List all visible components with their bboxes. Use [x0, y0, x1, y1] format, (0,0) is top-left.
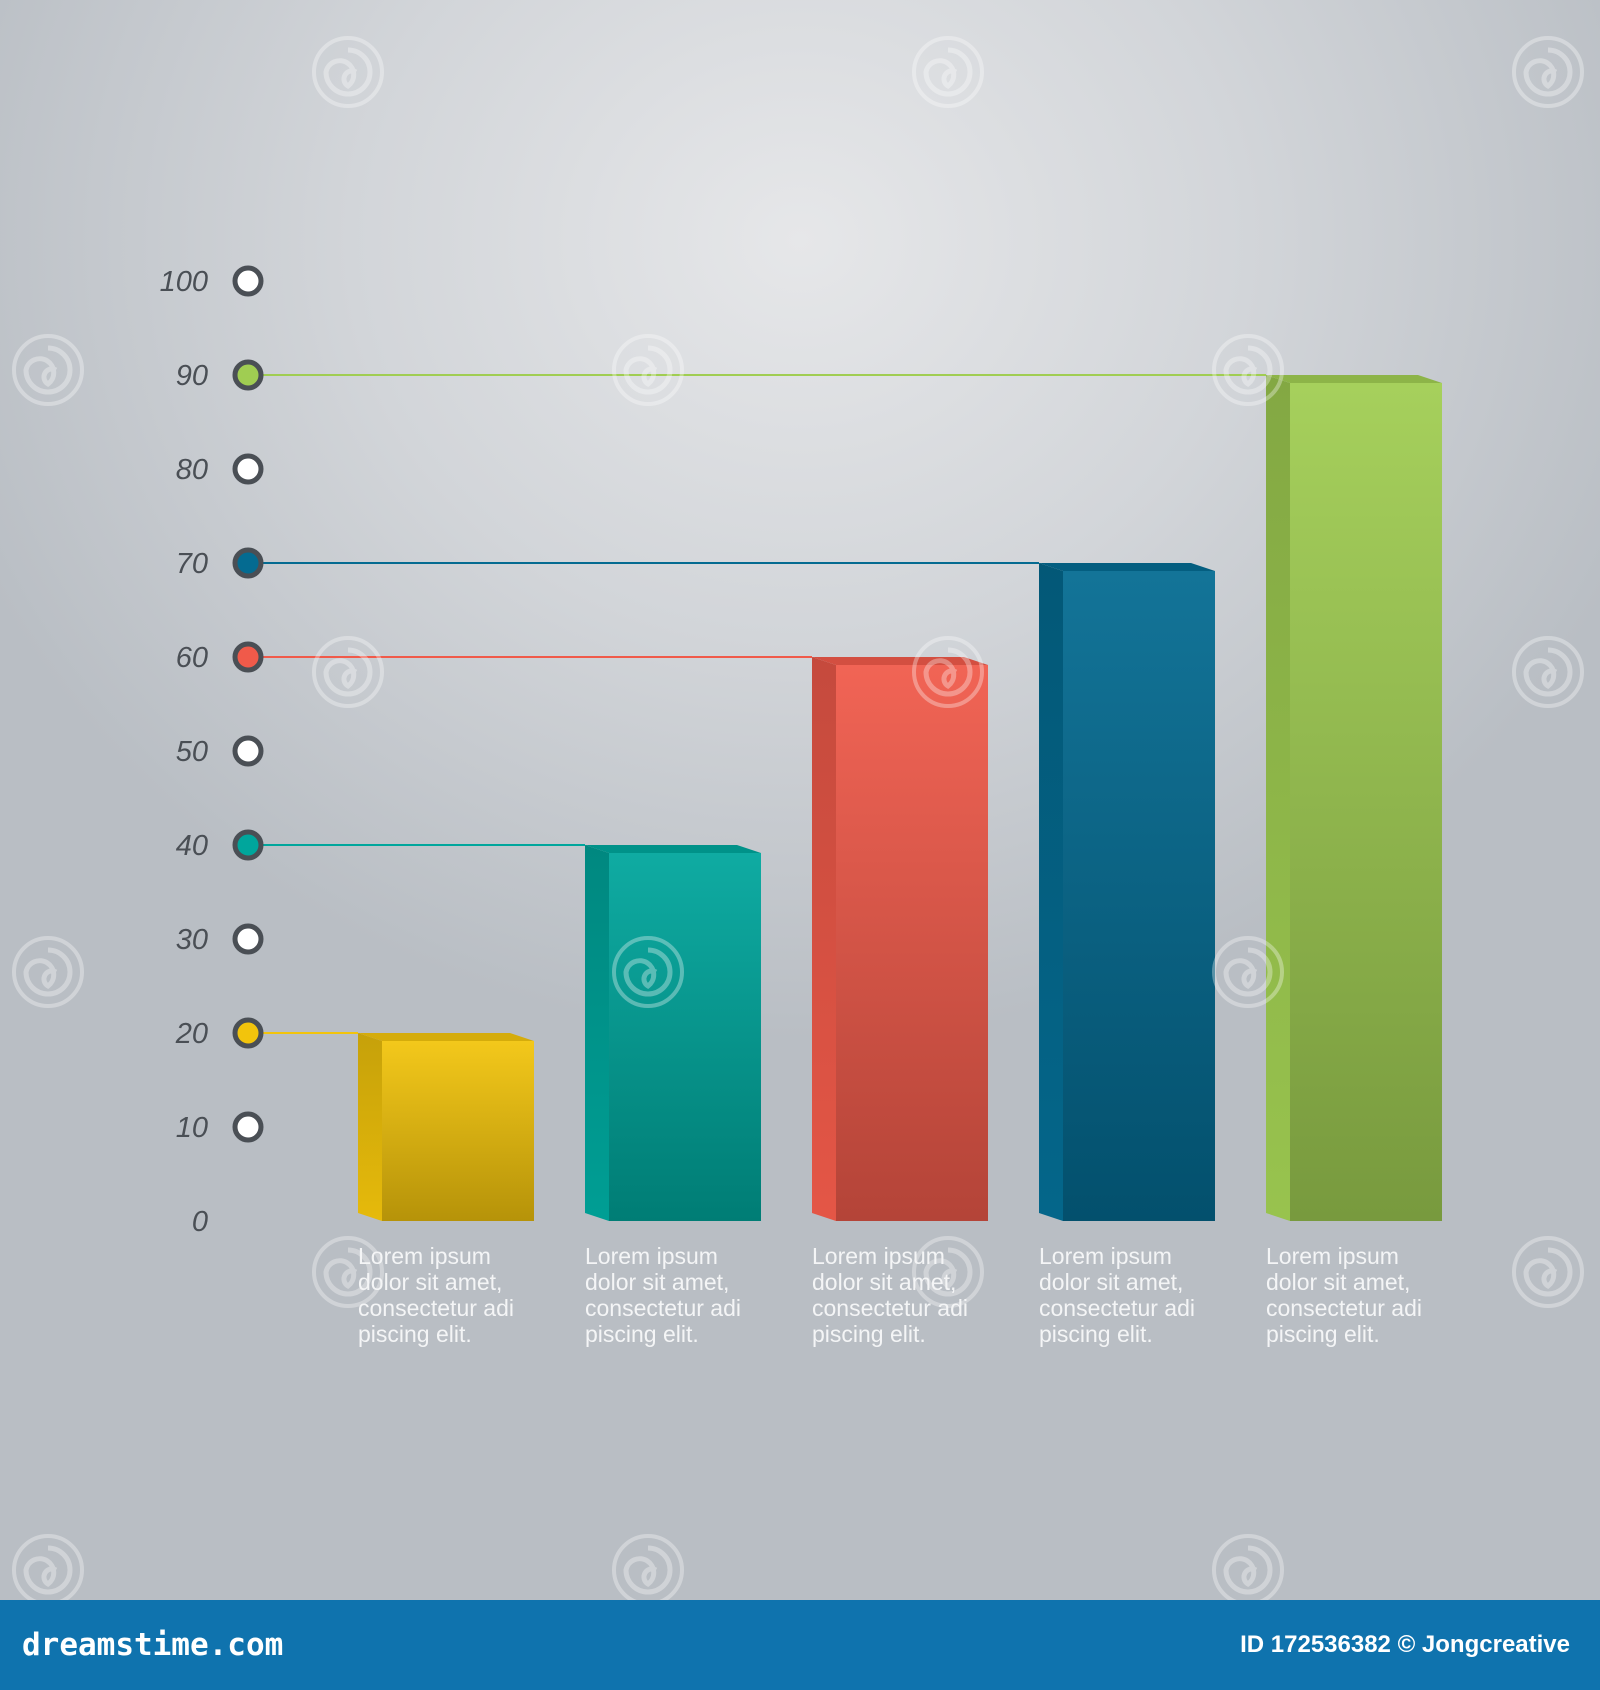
- bar-caption-line: piscing elit.: [812, 1321, 926, 1347]
- y-marker: [232, 923, 264, 955]
- bar-caption-line: Lorem ipsum: [812, 1243, 945, 1269]
- y-tick-label: 90: [176, 360, 208, 392]
- bar-caption-line: Lorem ipsum: [585, 1243, 718, 1269]
- bar-caption-5: Lorem ipsum dolor sit amet, consectetur ad…: [1266, 1243, 1466, 1347]
- bar-front-1: [382, 1041, 534, 1221]
- y-axis: 0 10 20 30 40 50 60 70 80 90 100: [160, 265, 264, 1238]
- y-tick-label: 10: [176, 1112, 208, 1144]
- footer-id: ID 172536382 © Jongcreative: [1240, 1631, 1570, 1658]
- bar-caption-4: Lorem ipsum dolor sit amet, consectetur ad…: [1039, 1243, 1239, 1347]
- bar-caption-line: dolor sit amet,: [1039, 1269, 1184, 1295]
- y-marker: [232, 453, 264, 485]
- bar-side-1: [358, 1033, 382, 1221]
- y-tick-label: 60: [176, 642, 208, 674]
- y-marker: [232, 265, 264, 297]
- bar-caption-line: consectetur adi: [812, 1295, 968, 1321]
- y-tick-label: 100: [160, 266, 208, 298]
- bar-caption-line: dolor sit amet,: [358, 1269, 503, 1295]
- bar-side-3: [812, 657, 836, 1221]
- y-tick-label: 70: [176, 548, 208, 580]
- y-tick-label: 80: [176, 454, 208, 486]
- bar-caption-line: dolor sit amet,: [585, 1269, 730, 1295]
- y-marker-colored: [232, 547, 264, 579]
- bar-front-2: [609, 853, 761, 1221]
- y-tick-label: 30: [176, 924, 208, 956]
- bar-caption-1: Lorem ipsum dolor sit amet, consectetur ad…: [358, 1243, 558, 1347]
- bar-front-3: [836, 665, 988, 1221]
- bar-front-5: [1290, 383, 1442, 1221]
- bar-side-4: [1039, 563, 1063, 1221]
- bar-caption-line: piscing elit.: [358, 1321, 472, 1347]
- bar-3: [812, 657, 988, 1221]
- bar-chart: 0 10 20 30 40 50 60 70 80 90 100: [160, 265, 1442, 1238]
- bar-caption-line: piscing elit.: [585, 1321, 699, 1347]
- bar-side-2: [585, 845, 609, 1221]
- bar-caption-line: Lorem ipsum: [1266, 1243, 1399, 1269]
- footer-bar: dreamstime.com ID 172536382 © Jongcreati…: [0, 1600, 1600, 1690]
- bar-caption-3: Lorem ipsum dolor sit amet, consectetur ad…: [812, 1243, 1012, 1347]
- y-marker-colored: [232, 829, 264, 861]
- y-marker: [232, 735, 264, 767]
- bar-caption-line: piscing elit.: [1039, 1321, 1153, 1347]
- bar-caption-2: Lorem ipsum dolor sit amet, consectetur ad…: [585, 1243, 785, 1347]
- bar-4: [1039, 563, 1215, 1221]
- bar-side-5: [1266, 375, 1290, 1221]
- y-marker: [232, 1111, 264, 1143]
- bar-top-2: [585, 845, 761, 853]
- y-marker-colored: [232, 1017, 264, 1049]
- y-marker-colored: [232, 641, 264, 673]
- bar-5: [1266, 375, 1442, 1221]
- y-tick-label: 0: [192, 1206, 208, 1238]
- bar-caption-line: consectetur adi: [1039, 1295, 1195, 1321]
- y-tick-label: 20: [175, 1018, 208, 1050]
- bar-top-4: [1039, 563, 1215, 571]
- bar-1: [358, 1033, 534, 1221]
- y-tick-label: 40: [176, 830, 208, 862]
- footer-brand: dreamstime.com: [22, 1627, 284, 1663]
- bar-caption-line: consectetur adi: [1266, 1295, 1422, 1321]
- y-tick-label: 50: [176, 736, 208, 768]
- bar-caption-line: dolor sit amet,: [1266, 1269, 1411, 1295]
- bar-2: [585, 845, 761, 1221]
- bar-front-4: [1063, 571, 1215, 1221]
- bar-caption-line: piscing elit.: [1266, 1321, 1380, 1347]
- y-marker-colored: [232, 359, 264, 391]
- bar-top-5: [1266, 375, 1442, 383]
- bar-caption-line: dolor sit amet,: [812, 1269, 957, 1295]
- bar-top-3: [812, 657, 988, 665]
- bar-caption-line: Lorem ipsum: [1039, 1243, 1172, 1269]
- bar-top-1: [358, 1033, 534, 1041]
- bar-caption-line: Lorem ipsum: [358, 1243, 491, 1269]
- bars: [358, 375, 1442, 1221]
- bar-caption-line: consectetur adi: [358, 1295, 514, 1321]
- bar-caption-line: consectetur adi: [585, 1295, 741, 1321]
